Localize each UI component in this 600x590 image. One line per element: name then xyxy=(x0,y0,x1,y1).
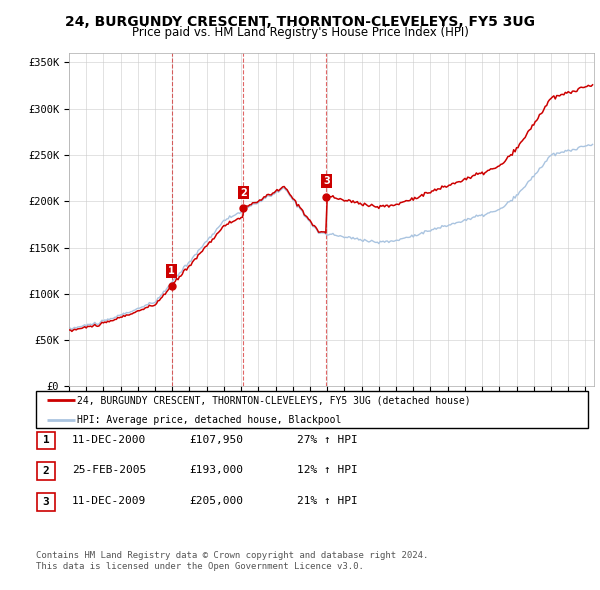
Text: £107,950: £107,950 xyxy=(189,435,243,444)
Text: £205,000: £205,000 xyxy=(189,496,243,506)
Text: 3: 3 xyxy=(323,176,330,186)
Text: 21% ↑ HPI: 21% ↑ HPI xyxy=(297,496,358,506)
Text: 25-FEB-2005: 25-FEB-2005 xyxy=(72,466,146,475)
Text: 12% ↑ HPI: 12% ↑ HPI xyxy=(297,466,358,475)
Text: 24, BURGUNDY CRESCENT, THORNTON-CLEVELEYS, FY5 3UG (detached house): 24, BURGUNDY CRESCENT, THORNTON-CLEVELEY… xyxy=(77,395,471,405)
Text: 2: 2 xyxy=(43,466,49,476)
Text: 3: 3 xyxy=(43,497,49,507)
Text: 27% ↑ HPI: 27% ↑ HPI xyxy=(297,435,358,444)
Text: Contains HM Land Registry data © Crown copyright and database right 2024.: Contains HM Land Registry data © Crown c… xyxy=(36,550,428,559)
Text: Price paid vs. HM Land Registry's House Price Index (HPI): Price paid vs. HM Land Registry's House … xyxy=(131,26,469,39)
Text: 11-DEC-2000: 11-DEC-2000 xyxy=(72,435,146,444)
Text: 11-DEC-2009: 11-DEC-2009 xyxy=(72,496,146,506)
Text: £193,000: £193,000 xyxy=(189,466,243,475)
Text: 1: 1 xyxy=(168,266,175,276)
Text: 2: 2 xyxy=(240,188,247,198)
Text: This data is licensed under the Open Government Licence v3.0.: This data is licensed under the Open Gov… xyxy=(36,562,364,571)
Text: HPI: Average price, detached house, Blackpool: HPI: Average price, detached house, Blac… xyxy=(77,415,342,425)
Text: 1: 1 xyxy=(43,435,49,445)
Text: 24, BURGUNDY CRESCENT, THORNTON-CLEVELEYS, FY5 3UG: 24, BURGUNDY CRESCENT, THORNTON-CLEVELEY… xyxy=(65,15,535,29)
